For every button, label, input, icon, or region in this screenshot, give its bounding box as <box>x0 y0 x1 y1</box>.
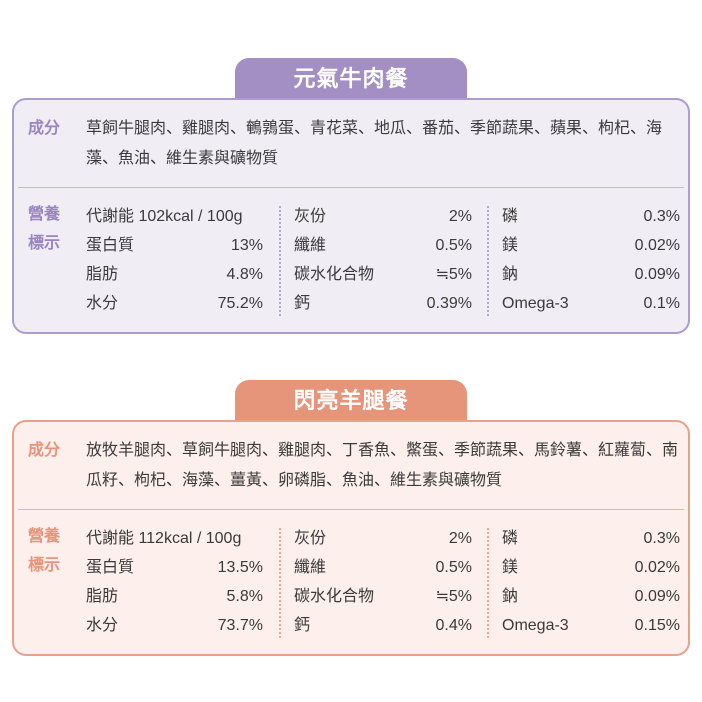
ingredients-label: 成分 <box>28 442 61 459</box>
nutrient-label: 纖維 <box>294 559 327 576</box>
nutrient-label: 灰份 <box>294 208 327 225</box>
nutrient-label: 碳水化合物 <box>294 588 375 605</box>
nutrient-value: 0.02% <box>634 559 680 576</box>
ingredients-text: 放牧羊腿肉、草飼牛腿肉、雞腿肉、丁香魚、鱉蛋、季節蔬果、馬鈴薯、紅蘿蔔、南瓜籽、… <box>86 442 679 489</box>
divider <box>18 187 684 188</box>
nutrient-value: 5.8% <box>226 588 263 605</box>
nutrient-value: 0.09% <box>634 588 680 605</box>
nutrient-label: 磷 <box>502 208 519 225</box>
meal-title: 元氣牛肉餐 <box>235 58 467 100</box>
nutrient-label: 水分 <box>86 295 119 312</box>
nutrition-row: 脂肪 5.8% 碳水化合物 ≒5% 鈉 0.09% <box>86 582 682 611</box>
nutrient-value: 0.3% <box>643 208 680 225</box>
nutrient-label: Omega-3 <box>502 295 569 312</box>
nutrient-value: 0.5% <box>435 559 472 576</box>
nutrient-label: 代謝能 102kcal / 100g <box>86 208 243 225</box>
nutrient-label: 鈉 <box>502 266 519 283</box>
nutrient-label: 鎂 <box>502 237 519 254</box>
nutrient-label: 灰份 <box>294 530 327 547</box>
nutrition-table: 代謝能 112kcal / 100g 灰份 2% 磷 0.3% 蛋白質 13.5% 纖… <box>86 524 682 640</box>
dotted-divider <box>487 528 489 638</box>
nutrition-label: 營養標示 <box>28 206 61 252</box>
nutrient-label: 蛋白質 <box>86 559 135 576</box>
nutrition-table: 代謝能 102kcal / 100g 灰份 2% 磷 0.3% 蛋白質 13% 纖維 … <box>86 202 682 318</box>
nutrient-label: 鈣 <box>294 617 311 634</box>
dotted-divider <box>279 206 281 316</box>
nutrition-row: 代謝能 102kcal / 100g 灰份 2% 磷 0.3% <box>86 202 682 231</box>
ingredients-label: 成分 <box>28 120 61 137</box>
meal-title: 閃亮羊腿餐 <box>235 380 467 422</box>
nutrient-label: 鈉 <box>502 588 519 605</box>
nutrient-value: 75.2% <box>217 295 263 312</box>
nutrient-value: 2% <box>448 530 472 547</box>
nutrition-row: 蛋白質 13.5% 纖維 0.5% 鎂 0.02% <box>86 553 682 582</box>
nutrient-label: 鎂 <box>502 559 519 576</box>
nutrient-label: 水分 <box>86 617 119 634</box>
nutrient-value: 0.39% <box>426 295 472 312</box>
divider <box>18 509 684 510</box>
nutrient-value: ≒5% <box>435 588 472 605</box>
nutrient-label: Omega-3 <box>502 617 569 634</box>
nutrient-value: 13.5% <box>217 559 263 576</box>
nutrient-value: 4.8% <box>226 266 263 283</box>
nutrition-row: 蛋白質 13% 纖維 0.5% 鎂 0.02% <box>86 231 682 260</box>
nutrient-value: 2% <box>448 208 472 225</box>
nutrient-label: 纖維 <box>294 237 327 254</box>
nutrient-value: 0.1% <box>643 295 680 312</box>
nutrition-row: 水分 75.2% 鈣 0.39% Omega-3 0.1% <box>86 289 682 318</box>
ingredients-text: 草飼牛腿肉、雞腿肉、鵪鶉蛋、青花菜、地瓜、番茄、季節蔬果、蘋果、枸杞、海藻、魚油… <box>86 120 663 167</box>
dotted-divider <box>279 528 281 638</box>
nutrient-value: 0.15% <box>634 617 680 634</box>
nutrient-value: ≒5% <box>435 266 472 283</box>
meal-info-box: 成分 草飼牛腿肉、雞腿肉、鵪鶉蛋、青花菜、地瓜、番茄、季節蔬果、蘋果、枸杞、海藻… <box>12 98 690 334</box>
meal-info-box: 成分 放牧羊腿肉、草飼牛腿肉、雞腿肉、丁香魚、鱉蛋、季節蔬果、馬鈴薯、紅蘿蔔、南… <box>12 420 690 656</box>
nutrient-value: 0.09% <box>634 266 680 283</box>
nutrition-label: 營養標示 <box>28 528 61 574</box>
nutrient-label: 蛋白質 <box>86 237 135 254</box>
nutrition-row: 代謝能 112kcal / 100g 灰份 2% 磷 0.3% <box>86 524 682 553</box>
nutrient-value: 73.7% <box>217 617 263 634</box>
nutrient-value: 0.3% <box>643 530 680 547</box>
nutrition-row: 水分 73.7% 鈣 0.4% Omega-3 0.15% <box>86 611 682 640</box>
nutrient-label: 鈣 <box>294 295 311 312</box>
nutrient-value: 0.5% <box>435 237 472 254</box>
nutrient-label: 磷 <box>502 530 519 547</box>
nutrition-row: 脂肪 4.8% 碳水化合物 ≒5% 鈉 0.09% <box>86 260 682 289</box>
dotted-divider <box>487 206 489 316</box>
nutrient-label: 碳水化合物 <box>294 266 375 283</box>
nutrient-value: 0.4% <box>435 617 472 634</box>
nutrient-label: 脂肪 <box>86 588 119 605</box>
nutrient-label: 脂肪 <box>86 266 119 283</box>
nutrient-value: 13% <box>230 237 263 254</box>
nutrient-value: 0.02% <box>634 237 680 254</box>
nutrient-label: 代謝能 112kcal / 100g <box>86 530 242 547</box>
